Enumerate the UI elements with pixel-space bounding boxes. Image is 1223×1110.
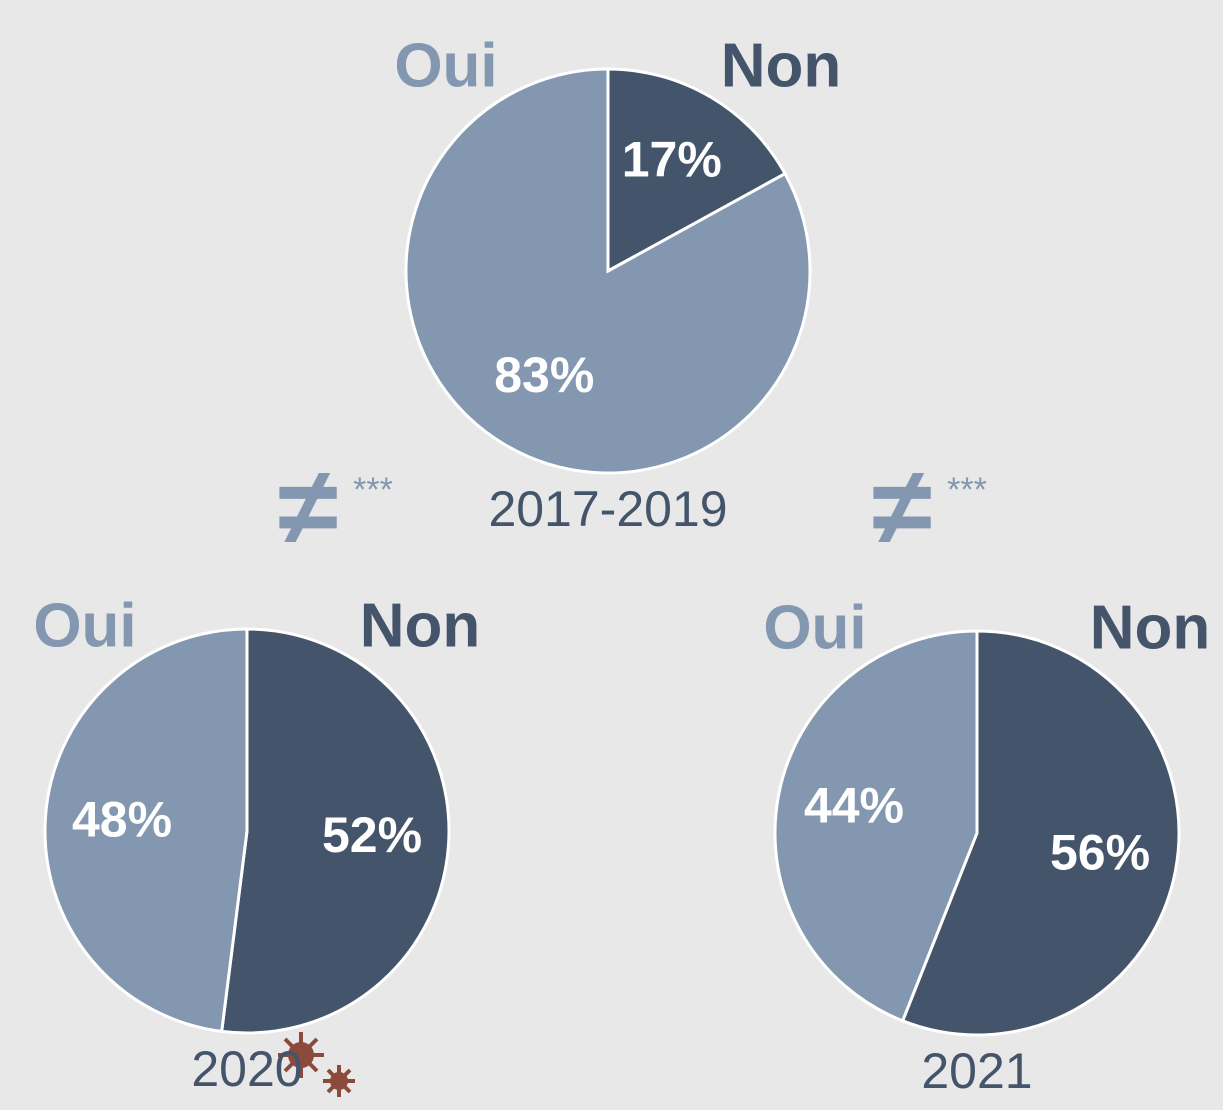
- pie-title: 2017-2019: [488, 481, 727, 537]
- not-equal: ≠: [278, 445, 338, 568]
- category-label: Non: [360, 591, 481, 660]
- value-label: 48%: [72, 791, 172, 847]
- pie-title: 2020: [191, 1041, 302, 1097]
- pie-slice: [43, 627, 249, 1034]
- significance: ***: [947, 471, 987, 509]
- category-label: Oui: [763, 593, 866, 662]
- virus-icon: [278, 1032, 355, 1097]
- value-label: 17%: [622, 131, 722, 187]
- pie-slice: [606, 67, 788, 274]
- value-label: 83%: [494, 347, 594, 403]
- value-label: 44%: [804, 778, 904, 834]
- category-label: Non: [1090, 593, 1211, 662]
- pie-slice: [404, 67, 812, 475]
- pie-title: 2021: [921, 1043, 1032, 1099]
- not-equal: ≠: [872, 445, 932, 568]
- category-label: Oui: [394, 31, 497, 100]
- pie-slice: [773, 629, 979, 1023]
- category-label: Oui: [33, 591, 136, 660]
- significance: ***: [353, 471, 393, 509]
- value-label: 52%: [322, 807, 422, 863]
- pie-slice: [900, 629, 1181, 1037]
- pie-slice: [220, 627, 451, 1035]
- value-label: 56%: [1050, 825, 1150, 881]
- category-label: Non: [721, 31, 842, 100]
